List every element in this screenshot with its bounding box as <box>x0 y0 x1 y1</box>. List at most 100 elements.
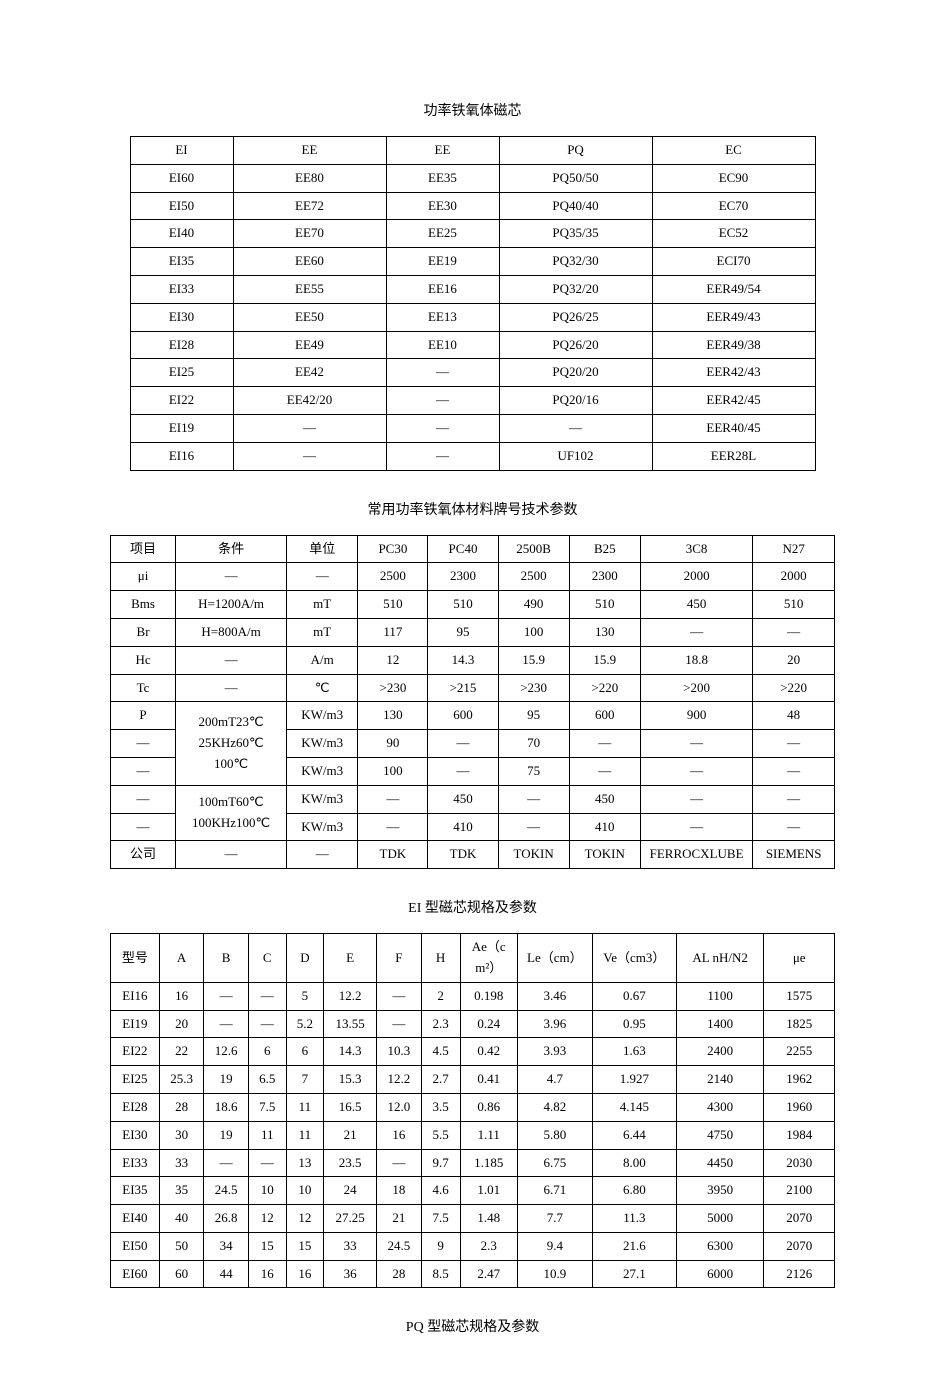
table-cell: H=800A/m <box>176 618 287 646</box>
table-cell: — <box>499 414 652 442</box>
table-cell: 25.3 <box>159 1066 204 1094</box>
table-header-cell: 项目 <box>111 535 176 563</box>
table-cell: — <box>428 757 498 785</box>
table-cell: EE50 <box>233 303 386 331</box>
table-cell: 60 <box>159 1260 204 1288</box>
table-row: EI25EE42—PQ20/20EER42/43 <box>130 359 815 387</box>
table-cell: EE30 <box>386 192 499 220</box>
table-cell: 100 <box>358 757 428 785</box>
table-cell: EE80 <box>233 164 386 192</box>
table-cell: 5000 <box>676 1205 764 1233</box>
table-cell: PQ50/50 <box>499 164 652 192</box>
table-header-cell: A <box>159 934 204 983</box>
table-cell: — <box>111 785 176 813</box>
table-cell: 12 <box>248 1205 286 1233</box>
table-cell: 70 <box>498 730 569 758</box>
table-row: EI16——UF102EER28L <box>130 442 815 470</box>
table-cell: 0.24 <box>460 1010 517 1038</box>
table-cell: ℃ <box>287 674 358 702</box>
table-cell: SIEMENS <box>753 841 835 869</box>
table-cell: EI50 <box>111 1232 160 1260</box>
table-cell: 1.11 <box>460 1121 517 1149</box>
table-cell: — <box>569 730 640 758</box>
table-cell: 4.5 <box>421 1038 460 1066</box>
table-cell: 7.7 <box>517 1205 592 1233</box>
table-cell: — <box>498 785 569 813</box>
title-1: 功率铁氧体磁芯 <box>110 100 835 120</box>
table-cell: 2.7 <box>421 1066 460 1094</box>
table-row: EI606044161636288.52.4710.927.160002126 <box>111 1260 835 1288</box>
table-cell: 11.3 <box>592 1205 676 1233</box>
table-cell: PQ32/20 <box>499 275 652 303</box>
table-row: EI35EE60EE19PQ32/30ECI70 <box>130 248 815 276</box>
table-row: EI353524.5101024184.61.016.716.803950210… <box>111 1177 835 1205</box>
table-row: P200mT23℃25KHz60℃100℃KW/m313060095600900… <box>111 702 835 730</box>
table-cell: — <box>176 563 287 591</box>
table-cell: 6.71 <box>517 1177 592 1205</box>
table-cell: 23.5 <box>324 1149 377 1177</box>
table-cell: 公司 <box>111 841 176 869</box>
table-cell: EI25 <box>130 359 233 387</box>
table-cell: — <box>386 442 499 470</box>
table-cell: EI30 <box>111 1121 160 1149</box>
table-cell: EE10 <box>386 331 499 359</box>
table-cell: 6.80 <box>592 1177 676 1205</box>
table-cell: — <box>377 982 422 1010</box>
table-cell: — <box>233 414 386 442</box>
table-cell: — <box>111 730 176 758</box>
table-cell: 4.145 <box>592 1093 676 1121</box>
table-cell: 15.9 <box>498 646 569 674</box>
table-cell: TDK <box>428 841 498 869</box>
table-cell: EC90 <box>652 164 815 192</box>
table-cell: 20 <box>159 1010 204 1038</box>
table-cell: 2070 <box>764 1205 835 1233</box>
table-cell: >220 <box>569 674 640 702</box>
table-cell: >230 <box>498 674 569 702</box>
table-row: EI303019111121165.51.115.806.4447501984 <box>111 1121 835 1149</box>
table-cell: 4.7 <box>517 1066 592 1094</box>
table-cell: 5.2 <box>286 1010 324 1038</box>
table-cell: 11 <box>286 1093 324 1121</box>
table-cell: 3950 <box>676 1177 764 1205</box>
table-cell: 10 <box>248 1177 286 1205</box>
table-cell: 2 <box>421 982 460 1010</box>
table-cell: 2000 <box>753 563 835 591</box>
table-cell: EI33 <box>111 1149 160 1177</box>
table-cell: 18.8 <box>640 646 752 674</box>
table-cell: — <box>428 730 498 758</box>
table-cell: — <box>640 757 752 785</box>
table-cell: 8.00 <box>592 1149 676 1177</box>
table-cell: 4450 <box>676 1149 764 1177</box>
table-header-cell: N27 <box>753 535 835 563</box>
table-cell: 450 <box>569 785 640 813</box>
table-cell: 2100 <box>764 1177 835 1205</box>
table-cell: 2126 <box>764 1260 835 1288</box>
table-cell: EE16 <box>386 275 499 303</box>
table-cell: 4.82 <box>517 1093 592 1121</box>
table-cell: 1984 <box>764 1121 835 1149</box>
table-cell: 7.5 <box>248 1093 286 1121</box>
table-header-cell: Ve（cm3） <box>592 934 676 983</box>
table-cell: Tc <box>111 674 176 702</box>
table-header-cell: B25 <box>569 535 640 563</box>
table-cell: — <box>377 1149 422 1177</box>
table-cell: FERROCXLUBE <box>640 841 752 869</box>
table-cell: 15.9 <box>569 646 640 674</box>
table-cell: 6.75 <box>517 1149 592 1177</box>
table-cell: — <box>358 813 428 841</box>
table-cell: 24.5 <box>204 1177 249 1205</box>
table-cell: EI30 <box>130 303 233 331</box>
table-cell: EI40 <box>111 1205 160 1233</box>
table-cell: EI40 <box>130 220 233 248</box>
table-cell: — <box>386 359 499 387</box>
table-cell: 130 <box>358 702 428 730</box>
table-cell: EI28 <box>111 1093 160 1121</box>
table-cell: 3.96 <box>517 1010 592 1038</box>
table-cell: KW/m3 <box>287 702 358 730</box>
table-ei-specs: 型号ABCDEFHAe（cm²）Le（cm）Ve（cm3）AL nH/N2μeE… <box>110 933 835 1288</box>
table-cell: 12 <box>286 1205 324 1233</box>
table-cell-condition: 200mT23℃25KHz60℃100℃ <box>176 702 287 785</box>
table-cell: 600 <box>569 702 640 730</box>
table-cell: — <box>176 841 287 869</box>
table-row: EI22EE42/20—PQ20/16EER42/45 <box>130 387 815 415</box>
